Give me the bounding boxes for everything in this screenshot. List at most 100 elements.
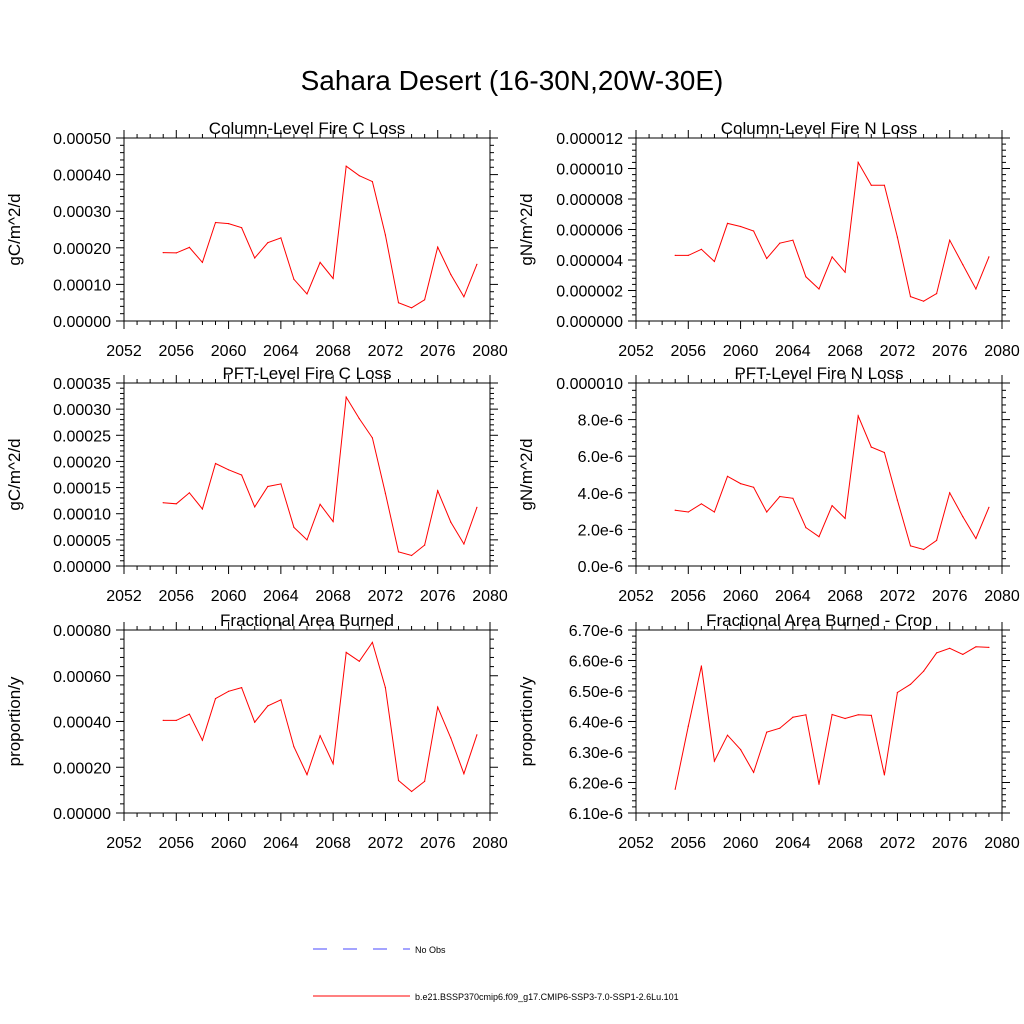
data-point <box>371 437 373 439</box>
y-axis-label: gN/m^2/d <box>517 438 536 510</box>
data-point <box>397 302 400 304</box>
data-point <box>214 698 217 700</box>
y-tick-label: 0.00010 <box>53 507 111 524</box>
chart-panel-1: Column-Level Fire C Loss gC/m^2/d 2052 2056… <box>5 119 508 360</box>
data-point <box>844 517 846 520</box>
x-tick-label: 2068 <box>827 835 863 852</box>
data-point <box>949 492 951 494</box>
data-point <box>450 737 452 739</box>
x-tick-label: 2072 <box>880 588 916 605</box>
data-point <box>293 526 295 528</box>
data-point <box>280 483 282 485</box>
x-tick-label: 2080 <box>472 835 508 852</box>
data-point <box>988 256 990 258</box>
data-point <box>818 536 820 538</box>
data-point <box>397 779 400 782</box>
data-point <box>411 307 413 309</box>
data-point <box>332 521 334 523</box>
x-tick-label: 2080 <box>984 835 1020 852</box>
series-line <box>163 165 478 309</box>
x-tick-label: 2072 <box>880 835 916 852</box>
y-tick-label: 0.00040 <box>53 715 111 732</box>
x-tick-label: 2064 <box>263 588 299 605</box>
data-point <box>909 296 912 298</box>
data-point <box>831 505 833 507</box>
data-point <box>805 714 807 716</box>
data-point <box>345 396 347 398</box>
y-tick-label: 0.00000 <box>53 806 111 823</box>
data-point <box>306 539 308 541</box>
data-point <box>241 227 243 229</box>
panel-title: Column-Level Fire N Loss <box>721 119 918 138</box>
y-tick-label: 0.000006 <box>556 223 623 240</box>
data-point <box>424 544 426 546</box>
legend-label-model: b.e21.BSSP370cmip6.f09_g17.CMIP6-SSP3-7.… <box>415 992 679 1002</box>
legend-label-no-obs: No Obs <box>415 945 446 955</box>
data-point <box>988 646 990 649</box>
y-tick-label: 6.30e-6 <box>569 745 623 762</box>
y-tick-label: 0.00020 <box>53 760 111 777</box>
y-tick-label: 6.40e-6 <box>569 715 623 732</box>
data-point <box>740 483 742 485</box>
data-point <box>162 719 164 722</box>
x-tick-label: 2080 <box>984 343 1020 360</box>
x-tick-label: 2076 <box>932 835 968 852</box>
panel-title: PFT-Level Fire N Loss <box>734 364 903 383</box>
data-point <box>280 237 282 239</box>
data-point <box>476 734 478 736</box>
data-point <box>254 721 256 723</box>
series-line <box>163 641 478 793</box>
data-point <box>779 727 781 729</box>
x-tick-label: 2052 <box>106 588 142 605</box>
data-point <box>909 683 912 685</box>
data-point <box>674 509 676 511</box>
data-point <box>936 293 938 295</box>
data-point <box>857 161 859 163</box>
y-tick-label: 0.00000 <box>53 559 111 576</box>
y-tick-label: 6.0e-6 <box>578 449 623 466</box>
x-tick-label: 2068 <box>315 588 351 605</box>
data-point <box>700 665 703 667</box>
data-point <box>437 706 439 708</box>
data-point <box>700 503 703 505</box>
data-point <box>175 503 177 505</box>
x-tick-label: 2060 <box>723 588 759 605</box>
data-point <box>975 646 977 648</box>
data-point <box>870 714 872 717</box>
data-point <box>463 296 465 298</box>
data-point <box>818 288 820 290</box>
data-point <box>949 647 951 649</box>
x-tick-label: 2052 <box>618 588 654 605</box>
x-tick-label: 2056 <box>670 588 706 605</box>
data-point <box>857 415 859 417</box>
data-point <box>254 506 256 508</box>
y-tick-label: 6.20e-6 <box>569 776 623 793</box>
data-point <box>753 771 755 774</box>
x-tick-label: 2064 <box>775 835 811 852</box>
y-axis-label: gC/m^2/d <box>5 193 24 265</box>
y-tick-label: 0.00020 <box>53 454 111 471</box>
data-point <box>280 699 282 701</box>
data-point <box>228 469 230 471</box>
data-point <box>241 687 243 689</box>
x-tick-label: 2052 <box>106 343 142 360</box>
data-point <box>162 502 164 504</box>
data-point <box>319 261 321 263</box>
y-tick-label: 4.0e-6 <box>578 486 623 503</box>
data-point <box>201 739 203 741</box>
data-point <box>883 451 886 454</box>
data-point <box>162 252 164 254</box>
data-point <box>726 475 729 477</box>
data-point <box>332 763 334 765</box>
data-point <box>345 165 347 167</box>
data-point <box>975 288 977 290</box>
y-tick-label: 6.10e-6 <box>569 806 623 823</box>
data-point <box>254 257 256 259</box>
data-point <box>713 260 716 263</box>
x-tick-label: 2068 <box>315 343 351 360</box>
chart-panels: Column-Level Fire C Loss gC/m^2/d 2052 2056… <box>5 119 1020 852</box>
y-tick-label: 0.000002 <box>556 284 623 301</box>
data-point <box>476 263 478 265</box>
x-tick-label: 2080 <box>472 343 508 360</box>
y-tick-label: 0.00005 <box>53 533 111 550</box>
